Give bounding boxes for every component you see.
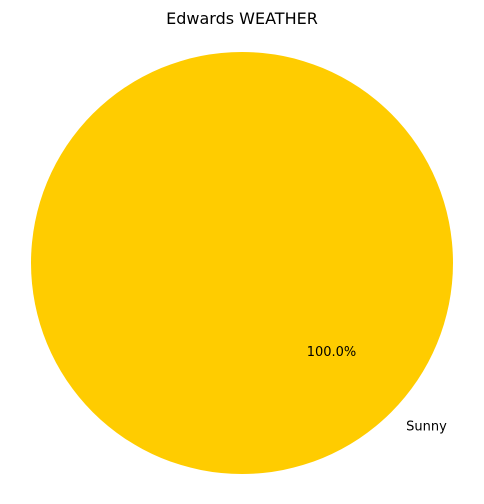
pie-slice-percent-label: 100.0% (307, 345, 357, 360)
pie-slice-sunny (31, 52, 453, 474)
chart-title: Edwards WEATHER (166, 9, 318, 28)
pie-slices (31, 52, 453, 474)
pie-labels: 100.0% Sunny (307, 345, 447, 435)
pie-slice-category-label: Sunny (406, 420, 447, 435)
